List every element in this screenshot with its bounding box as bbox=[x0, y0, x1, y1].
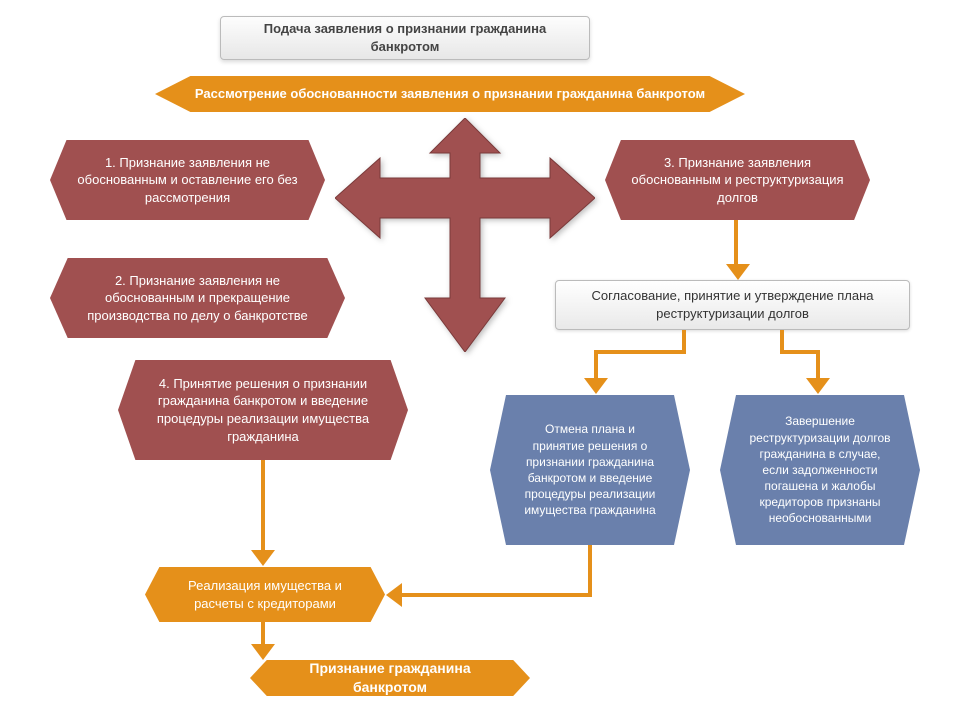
arrow-opt4-realize bbox=[261, 460, 265, 552]
option-2-text: 2. Признание заявления не обоснованным и… bbox=[74, 272, 321, 325]
option-2-node: 2. Признание заявления не обоснованным и… bbox=[50, 258, 345, 338]
arrow-opt3-agree bbox=[734, 220, 738, 266]
option-4-node: 4. Принятие решения о признании граждани… bbox=[118, 360, 408, 460]
arrow-agree-cancel-v bbox=[682, 330, 686, 352]
realize-text: Реализация имущества и расчеты с кредито… bbox=[169, 577, 361, 612]
cancel-text: Отмена плана и принятие решения о призна… bbox=[518, 421, 662, 518]
arrow-opt3-agree-head bbox=[726, 264, 750, 280]
arrow-cancel-realize-h bbox=[400, 593, 592, 597]
option-1-text: 1. Признание заявления не обоснованным и… bbox=[74, 154, 301, 207]
option-1-node: 1. Признание заявления не обоснованным и… bbox=[50, 140, 325, 220]
arrow-agree-complete-v2 bbox=[816, 350, 820, 380]
arrow-cancel-realize-head bbox=[386, 583, 402, 607]
cancel-node: Отмена плана и принятие решения о призна… bbox=[490, 395, 690, 545]
complete-text: Завершение реструктуризации долгов гражд… bbox=[748, 413, 892, 526]
option-4-text: 4. Принятие решения о признании граждани… bbox=[142, 375, 384, 445]
arrow-agree-cancel-head bbox=[584, 378, 608, 394]
arrow-opt4-realize-head bbox=[251, 550, 275, 566]
arrow-cancel-realize-v bbox=[588, 545, 592, 595]
option-3-text: 3. Признание заявления обоснованным и ре… bbox=[629, 154, 846, 207]
arrow-agree-complete-head bbox=[806, 378, 830, 394]
final-text: Признание гражданина банкротом bbox=[274, 659, 506, 697]
arrow-agree-complete-h bbox=[780, 350, 818, 354]
review-node: Рассмотрение обоснованности заявления о … bbox=[155, 76, 745, 112]
arrow-agree-complete-v bbox=[780, 330, 784, 352]
agree-node: Согласование, принятие и утверждение пла… bbox=[555, 280, 910, 330]
final-node: Признание гражданина банкротом bbox=[250, 660, 530, 696]
arrow-realize-final bbox=[261, 622, 265, 646]
arrow-realize-final-head bbox=[251, 644, 275, 660]
title-text: Подача заявления о признании гражданина … bbox=[245, 20, 565, 55]
option-3-node: 3. Признание заявления обоснованным и ре… bbox=[605, 140, 870, 220]
review-text: Рассмотрение обоснованности заявления о … bbox=[195, 85, 705, 103]
realize-node: Реализация имущества и расчеты с кредито… bbox=[145, 567, 385, 622]
arrow-agree-cancel-v2 bbox=[594, 350, 598, 380]
title-box: Подача заявления о признании гражданина … bbox=[220, 16, 590, 60]
complete-node: Завершение реструктуризации долгов гражд… bbox=[720, 395, 920, 545]
arrow-agree-cancel-h bbox=[596, 350, 686, 354]
agree-text: Согласование, принятие и утверждение пла… bbox=[580, 287, 885, 322]
